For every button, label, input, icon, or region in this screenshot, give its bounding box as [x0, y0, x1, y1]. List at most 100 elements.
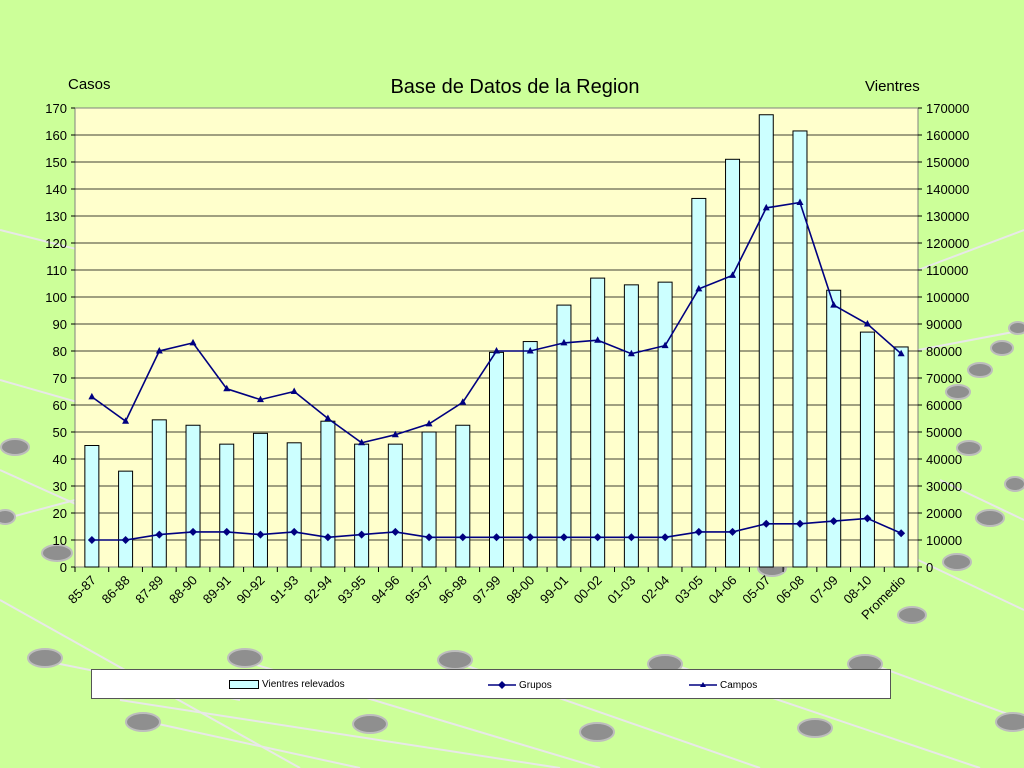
bg-node-5	[125, 712, 161, 732]
left-tick-label: 30	[53, 479, 67, 494]
point-grupos	[121, 536, 130, 544]
right-tick-label: 90000	[926, 317, 962, 332]
left-axis-ticks: 0 10 20 30 40 50 60 70 80 90 100 110 120 130 140 150 160…	[45, 101, 75, 575]
bar-vientres	[387, 443, 403, 568]
right-tick-label: 50000	[926, 425, 962, 440]
x-tick-label: 07-09	[807, 573, 841, 607]
bg-node-19	[967, 362, 993, 378]
right-tick-label: 140000	[926, 182, 969, 197]
point-campos	[189, 338, 197, 346]
bar-vientres	[455, 424, 471, 568]
point-grupos	[627, 533, 636, 542]
left-tick-label: 80	[53, 344, 67, 359]
right-tick-label: 40000	[926, 452, 962, 467]
bar-series-vientres	[84, 114, 909, 568]
bg-node-6	[352, 714, 388, 734]
x-tick-label: 04-06	[706, 573, 740, 607]
chart-legend: Vientres relevados Grupos Campos	[91, 669, 891, 699]
point-campos	[796, 198, 804, 205]
bg-node-15	[975, 509, 1005, 527]
left-tick-label: 170	[45, 101, 67, 116]
point-campos	[897, 349, 905, 357]
point-grupos	[863, 514, 872, 523]
bar-vientres	[118, 470, 134, 568]
bar-vientres	[893, 346, 909, 568]
x-tick-label: 87-89	[132, 573, 166, 607]
bg-node-20	[990, 340, 1014, 356]
point-campos	[324, 414, 332, 421]
x-tick-label: 94-96	[368, 573, 402, 607]
x-tick-label: 95-97	[402, 573, 436, 607]
point-grupos	[87, 536, 96, 544]
point-grupos	[357, 530, 366, 539]
right-tick-label: 70000	[926, 371, 962, 386]
bar-vientres	[286, 442, 302, 568]
bar-vientres	[219, 443, 235, 568]
point-grupos	[897, 529, 906, 538]
point-campos	[425, 419, 433, 427]
x-tick-label: 02-04	[638, 573, 672, 607]
point-grupos	[425, 533, 434, 542]
bar-vientres	[320, 420, 336, 568]
bg-node-13	[956, 440, 982, 456]
left-tick-label: 100	[45, 290, 67, 305]
bg-node-14	[942, 553, 972, 571]
x-tick-label: 85-87	[65, 573, 99, 607]
bar-vientres	[657, 281, 673, 568]
point-grupos	[829, 517, 838, 526]
x-tick-label: 90-92	[233, 573, 267, 607]
right-tick-label: 10000	[926, 533, 962, 548]
point-grupos	[694, 527, 703, 536]
left-tick-label: 140	[45, 182, 67, 197]
right-tick-label: 160000	[926, 128, 969, 143]
bg-node-1	[227, 648, 263, 668]
right-tick-label: 60000	[926, 398, 962, 413]
x-tick-label: 05-07	[739, 573, 773, 607]
left-tick-label: 20	[53, 506, 67, 521]
bar-vientres	[522, 341, 538, 568]
bg-link-12	[917, 329, 1024, 351]
bar-vientres	[151, 419, 167, 568]
x-tick-label: 03-05	[672, 573, 706, 607]
x-tick-label: 00-02	[571, 573, 605, 607]
left-tick-label: 0	[60, 560, 67, 575]
left-tick-label: 70	[53, 371, 67, 386]
x-tick-label: 88-90	[166, 573, 200, 607]
point-grupos	[661, 533, 670, 542]
left-tick-label: 10	[53, 533, 67, 548]
point-campos	[290, 387, 298, 394]
bar-vientres	[691, 197, 707, 568]
bg-link-6	[139, 719, 361, 768]
point-campos	[155, 347, 163, 354]
right-tick-label: 20000	[926, 506, 962, 521]
left-tick-label: 90	[53, 317, 67, 332]
right-tick-label: 170000	[926, 101, 969, 116]
x-tick-label: 93-95	[335, 573, 369, 607]
right-axis-label: Vientres	[865, 78, 920, 95]
bg-link-14	[939, 479, 1024, 521]
x-tick-label: 01-03	[604, 573, 638, 607]
point-grupos	[762, 519, 771, 528]
category-axis-ticks: 85-87 86-88 87-89 88-90 89-91 90-92 91-93 92-94…	[65, 567, 919, 622]
bar-vientres	[758, 114, 774, 568]
point-grupos	[189, 527, 198, 536]
point-grupos	[256, 530, 265, 539]
point-campos	[695, 284, 703, 292]
left-tick-label: 120	[45, 236, 67, 251]
left-tick-label: 60	[53, 398, 67, 413]
point-grupos	[593, 533, 602, 542]
bg-node-21	[945, 384, 971, 400]
point-grupos	[222, 527, 231, 536]
point-campos	[88, 392, 96, 400]
bg-node-17	[897, 606, 927, 624]
x-tick-label: 97-99	[470, 573, 504, 607]
left-tick-label: 110	[46, 263, 67, 278]
line-series	[87, 198, 906, 544]
legend-label-grupos: Grupos	[519, 679, 552, 691]
bar-vientres	[859, 331, 875, 568]
point-campos	[863, 320, 871, 327]
left-axis-label: Casos	[68, 76, 111, 93]
right-tick-label: 0	[926, 560, 933, 575]
point-campos	[391, 430, 399, 438]
legend-label-vientres: Vientres relevados	[262, 679, 345, 690]
